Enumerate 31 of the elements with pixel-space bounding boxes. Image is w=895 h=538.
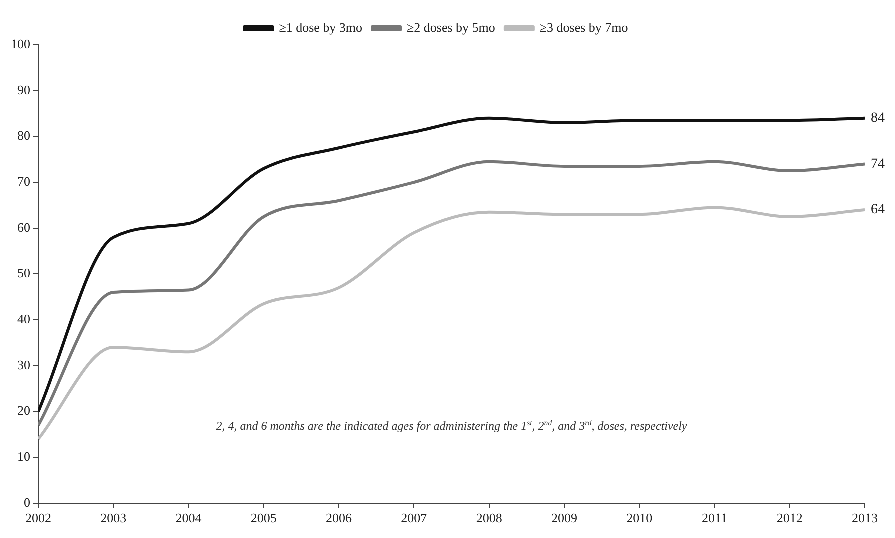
y-tick-label: 80: [18, 128, 30, 144]
x-tick-label: 2010: [626, 510, 653, 526]
y-tick-label: 0: [24, 494, 30, 510]
legend-label: ≥3 doses by 7mo: [540, 20, 628, 35]
y-tick-label: 30: [18, 357, 30, 372]
x-tick-label: 2004: [176, 510, 202, 526]
x-tick-label: 2006: [326, 510, 353, 526]
legend-label: ≥1 dose by 3mo: [279, 20, 363, 35]
y-tick-label: 10: [18, 448, 30, 464]
x-tick-label: 2012: [776, 510, 803, 526]
x-tick-label: 2002: [26, 510, 52, 526]
legend-label: ≥2 doses by 5mo: [407, 20, 496, 35]
y-tick-label: 70: [18, 174, 30, 189]
x-tick-label: 2007: [401, 510, 428, 526]
line-series: [38, 116, 865, 414]
data-label: 84: [871, 111, 885, 126]
y-tick-label: 90: [18, 82, 30, 98]
x-tick-label: 2009: [551, 510, 578, 526]
x-tick-label: 2011: [702, 510, 728, 526]
y-tick-label: 60: [18, 220, 30, 235]
x-tick-label: 2005: [250, 510, 277, 526]
y-tick-label: 50: [18, 266, 30, 281]
line-series: [38, 206, 865, 441]
data-label: 74: [871, 156, 885, 172]
y-tick-label: 100: [11, 36, 30, 52]
x-tick-label: 2003: [100, 510, 127, 526]
x-tick-label: 2008: [476, 510, 502, 526]
data-label: 64: [871, 202, 885, 218]
x-tick-label: 2013: [852, 510, 878, 526]
y-tick-label: 40: [18, 311, 30, 326]
y-tick-label: 20: [18, 403, 30, 418]
